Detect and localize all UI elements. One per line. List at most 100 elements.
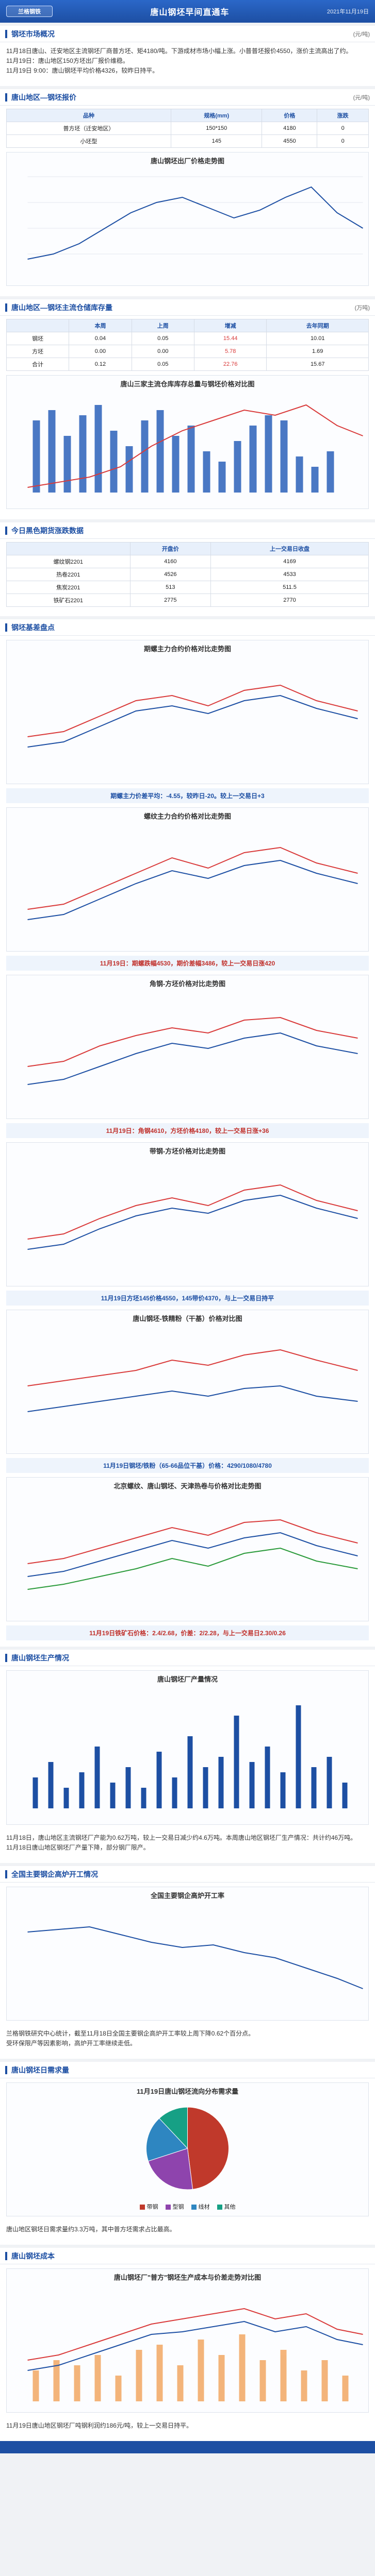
table-cell: 15.67: [266, 358, 369, 371]
table-cell: 10.01: [266, 332, 369, 345]
chart-title: 唐山钢坯厂产量情况: [157, 1675, 218, 1683]
table-row: 合计 0.12 0.05 22.76 15.67: [6, 358, 369, 371]
futures-table: 开盘价 上一交易日收盘 螺纹钢2201 4160 4169 热卷2201 4526 45…: [6, 542, 369, 607]
table-cell: 钢坯: [6, 332, 70, 345]
basis-chart-2-svg: [27, 846, 358, 920]
chart-title: 全国主要钢企高炉开工率: [150, 1892, 224, 1900]
section-marker-icon: [5, 2065, 7, 2074]
section-marker-icon: [5, 1870, 7, 1878]
demand-text: 唐山地区钢坯日需求量约3.3万吨，其中普方坯需求占比最高。: [6, 2226, 176, 2233]
footer-bar: [0, 2441, 375, 2453]
price-section: 唐山地区—钢坯报价 (元/吨) 品种 规格(mm) 价格 涨跌 普方坯（迁安地区…: [0, 86, 375, 296]
section-unit: (万吨): [354, 304, 370, 311]
inventory-price-line: [27, 404, 363, 488]
chart-title: 期螺主力合约价格对比走势图: [143, 645, 231, 653]
market-line: 11月19日：唐山地区150方坯出厂报价维稳。: [6, 57, 129, 64]
table-header: 上一交易日收盘: [210, 542, 369, 555]
basis-note: 11月19日铁矿石价格：2.4/2.68，价差：2/2.28，与上一交易日2.3…: [6, 1625, 369, 1640]
table-row: 钢坯 0.04 0.05 15.44 10.01: [6, 332, 369, 345]
price-chart-svg: [27, 176, 364, 260]
chart-title: 角钢-方坯价格对比走势图: [149, 980, 226, 988]
table-header: 涨跌: [317, 109, 369, 122]
table-cell: 0.05: [131, 358, 194, 371]
basis-chart-5: 唐山钢坯-铁精粉（干基）价格对比图: [6, 1310, 369, 1454]
basis-chart-1-svg: [27, 684, 358, 748]
basis-chart-4: 带钢-方坯价格对比走势图: [6, 1142, 369, 1286]
table-cell: 513: [129, 581, 211, 594]
pie-slice: [146, 2117, 188, 2162]
section-header: 唐山地区—钢坯报价 (元/吨): [0, 89, 375, 106]
section-marker-icon: [5, 93, 7, 101]
table-row: 螺纹钢2201 4160 4169: [6, 555, 369, 568]
table-row: 方坯 0.00 0.00 5.78 1.69: [6, 345, 369, 358]
section-title: 全国主要钢企高炉开工情况: [11, 1870, 98, 1878]
table-cell: 4180: [262, 122, 318, 135]
chart-title: 北京螺纹、唐山钢坯、天津热卷与价格对比走势图: [113, 1482, 262, 1490]
table-cell: 0: [317, 122, 369, 135]
table-row: 小坯型 145 4550 0: [6, 134, 369, 148]
section-header: 唐山钢坯生产情况: [0, 1650, 375, 1666]
table-cell: 1.69: [266, 345, 369, 358]
cost-section: 唐山钢坯成本 唐山钢坯厂"普方"钢坯生产成本与价差走势对比图 11月19日唐山地…: [0, 2245, 375, 2441]
table-cell: 145: [171, 134, 263, 148]
basis-chart-6: 北京螺纹、唐山钢坯、天津热卷与价格对比走势图: [6, 1477, 369, 1621]
price-series-line: [27, 186, 364, 260]
basis-note: 11月19日钢坯/铁粉（65-66品位干基）价格：4290/1080/4780: [6, 1458, 369, 1473]
legend-label: 型钢: [172, 2204, 184, 2210]
production-section: 唐山钢坯生产情况 唐山钢坯厂产量情况 11月18日，唐山地区主流钢坯厂产能为0.…: [0, 1647, 375, 1863]
legend-item: 线材: [191, 2202, 210, 2211]
basis-note: 11月19日方坯145价格4550，145带价4370，与上一交易日持平: [6, 1291, 369, 1306]
table-cell: 511.5: [210, 581, 369, 594]
pie-slice: [148, 2148, 193, 2190]
price-chart: 唐山钢坯出厂价格走势图: [6, 152, 369, 286]
top-bar: 兰格钢铁 唐山钢坯早间直通车 2021年11月19日: [0, 0, 375, 23]
page: 兰格钢铁 唐山钢坯早间直通车 2021年11月19日 钢坯市场概况 (元/吨) …: [0, 0, 375, 2453]
table-cell: 4533: [210, 568, 369, 581]
operating-chart-svg: [27, 1926, 363, 1989]
table-cell: 普方坯（迁安地区）: [6, 122, 172, 135]
cost-chart: 唐山钢坯厂"普方"钢坯生产成本与价差走势对比图: [6, 2268, 369, 2413]
table-row: 铁矿石2201 2775 2770: [6, 594, 369, 607]
table-cell: 15.44: [193, 332, 267, 345]
report-date: 2021年11月19日: [327, 9, 369, 15]
table-cell: 0: [317, 134, 369, 148]
table-cell: 2775: [129, 594, 211, 607]
section-marker-icon: [5, 303, 7, 312]
basis-chart-3-svg: [27, 1016, 358, 1085]
operating-text: 兰格钢铁研究中心统计，截至11月18日全国主要钢企高炉开工率较上周下降0.62个…: [0, 2025, 375, 2053]
legend-item: 其他: [217, 2202, 236, 2211]
table-cell: 焦炭2201: [6, 581, 131, 594]
basis-section: 钢坯基差盘点 期螺主力合约价格对比走势图 期螺主力价差平均：-4.55，较昨日-…: [0, 616, 375, 1647]
section-title: 唐山地区—钢坯报价: [11, 93, 76, 101]
section-title: 唐山地区—钢坯主流仓储库存量: [11, 303, 112, 312]
chart-title: 11月19日唐山钢坯流向分布需求量: [136, 2088, 239, 2095]
table-cell: 4550: [262, 134, 318, 148]
section-title: 唐山钢坯生产情况: [11, 1653, 69, 1662]
basis-chart-1: 期螺主力合约价格对比走势图: [6, 640, 369, 784]
table-cell: 2770: [210, 594, 369, 607]
section-marker-icon: [5, 623, 7, 632]
table-cell: 螺纹钢2201: [6, 555, 131, 568]
demand-chart: 11月19日唐山钢坯流向分布需求量 带钢 型钢 线材 其他: [6, 2082, 369, 2216]
operating-section: 全国主要钢企高炉开工情况 全国主要钢企高炉开工率 兰格钢铁研究中心统计，截至11…: [0, 1863, 375, 2059]
table-row: 焦炭2201 513 511.5: [6, 581, 369, 594]
basis-chart-4-svg: [27, 1184, 358, 1250]
legend-item: 型钢: [165, 2202, 184, 2211]
pie-slice: [187, 2107, 229, 2190]
section-unit: (元/吨): [353, 94, 370, 101]
inventory-chart: 唐山三家主流仓库库存总量与钢坯价格对比图: [6, 375, 369, 509]
demand-legend: 带钢 型钢 线材 其他: [7, 2201, 368, 2213]
section-marker-icon: [5, 2251, 7, 2260]
basis-note: 11月19日：期螺跌幅4530，期价差幅3486，较上一交易日涨420: [6, 956, 369, 971]
table-cell: 4169: [210, 555, 369, 568]
section-marker-icon: [5, 1653, 7, 1662]
brand-logo: 兰格钢铁: [6, 6, 53, 17]
production-text: 11月18日，唐山地区主流钢坯厂产能为0.62万吨，较上一交易日减少约4.6万吨…: [0, 1829, 375, 1857]
section-title: 钢坯基差盘点: [11, 623, 55, 632]
basis-chart-3: 角钢-方坯价格对比走势图: [6, 975, 369, 1119]
chart-title: 唐山钢坯-铁精粉（干基）价格对比图: [133, 1315, 242, 1323]
section-header: 今日黑色期货涨跌数据: [0, 522, 375, 539]
table-header: 本周: [69, 319, 132, 332]
table-cell: 方坯: [6, 345, 70, 358]
cost-chart-svg: [27, 2308, 363, 2401]
